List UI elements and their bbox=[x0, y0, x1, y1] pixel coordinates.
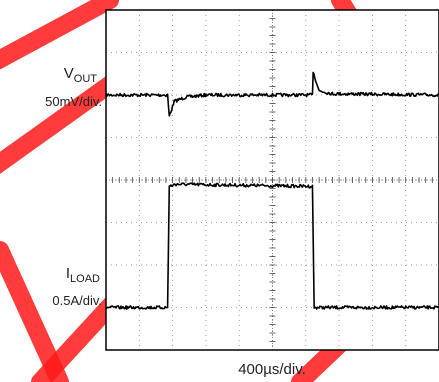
iload-trace bbox=[105, 182, 439, 310]
iload-label: ILOAD bbox=[66, 265, 100, 285]
watermark-stroke bbox=[0, 0, 119, 70]
watermark-stroke bbox=[0, 241, 69, 382]
vout-trace bbox=[105, 71, 439, 117]
traces-layer bbox=[105, 71, 439, 310]
scope-frame bbox=[105, 9, 439, 351]
iload-label-sub: LOAD bbox=[70, 273, 100, 285]
vout-label-sub: OUT bbox=[74, 73, 98, 85]
vout-label: VOUT bbox=[64, 65, 98, 85]
x-axis-label: 400µs/div. bbox=[238, 361, 306, 378]
vout-scale-label: 50mV/div. bbox=[45, 94, 102, 109]
iload-scale-label: 0.5A/div. bbox=[52, 293, 102, 308]
vout-label-main: V bbox=[64, 65, 74, 82]
iload-label-main: I bbox=[66, 265, 70, 282]
